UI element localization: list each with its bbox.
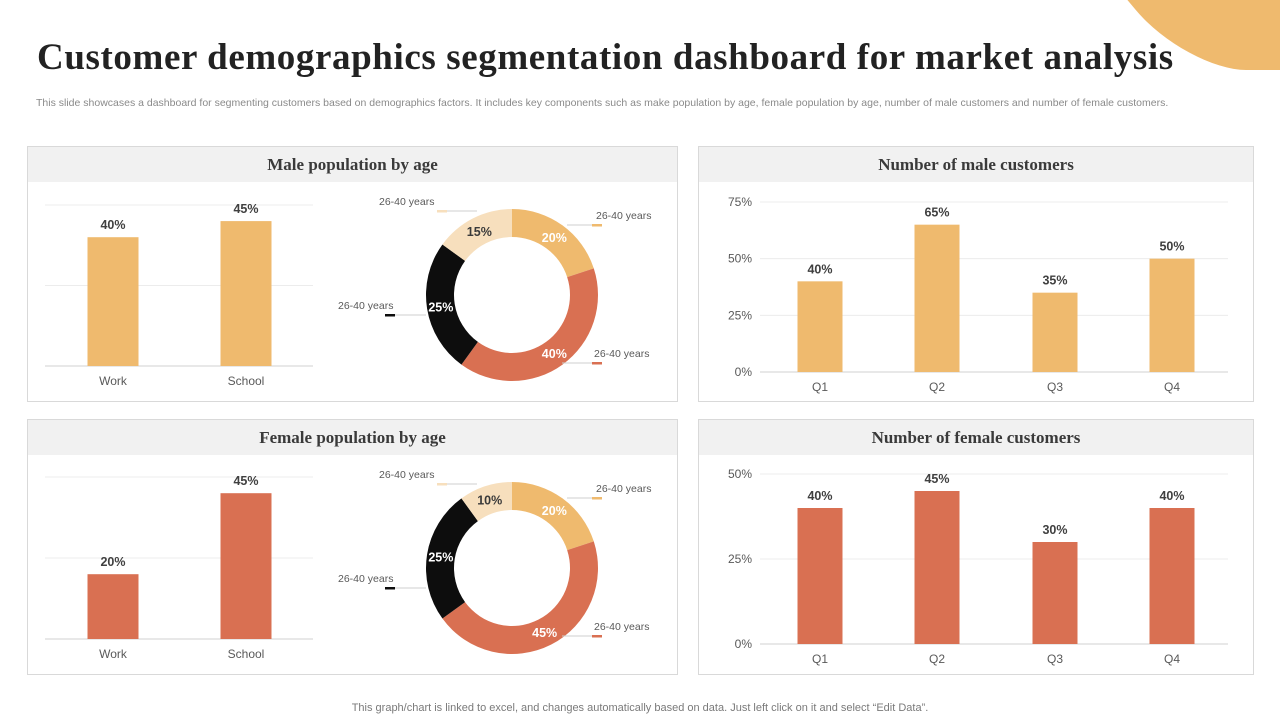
bar <box>1149 508 1195 644</box>
data-label: 20% <box>100 555 125 569</box>
y-tick-label: 50% <box>728 467 752 481</box>
data-label: 45% <box>233 202 258 216</box>
male-pop-bar: 40% Work 45% School <box>45 202 313 388</box>
slice-category-label: 26-40 years <box>596 210 651 222</box>
data-label: 35% <box>1042 274 1067 288</box>
legend-marker <box>592 224 602 227</box>
slice-value-label: 20% <box>542 504 567 518</box>
x-tick-label: Q4 <box>1164 380 1180 394</box>
legend-marker <box>592 362 602 365</box>
panel-title: Number of female customers <box>699 420 1253 455</box>
panel-title: Female population by age <box>28 420 677 455</box>
female-pop-bar: 20% Work 45% School <box>45 474 313 661</box>
legend-marker <box>385 587 395 590</box>
bar <box>220 221 272 366</box>
page-subtitle: This slide showcases a dashboard for seg… <box>36 97 1169 109</box>
slice-value-label: 10% <box>477 494 502 508</box>
data-label: 40% <box>1159 489 1184 503</box>
x-tick-label: School <box>228 647 265 661</box>
slice-value-label: 20% <box>542 231 567 245</box>
donut-slice <box>512 482 594 551</box>
slice-category-label: 26-40 years <box>596 483 651 495</box>
male-pop-donut: 20% 26-40 years 40% 26-40 years 25% 26-40 yea… <box>338 196 651 381</box>
donut-slice <box>512 209 594 278</box>
slice-category-label: 26-40 years <box>379 196 434 208</box>
data-label: 40% <box>807 489 832 503</box>
bar <box>797 281 843 372</box>
legend-marker <box>592 497 602 500</box>
data-label: 50% <box>1159 240 1184 254</box>
x-tick-label: Q1 <box>812 380 828 394</box>
legend-marker <box>385 314 395 317</box>
data-label: 30% <box>1042 523 1067 537</box>
donut-slice <box>442 209 512 261</box>
male-cust-bar: 0% 25% 50% 75% 40% Q1 65% Q2 35% Q3 50% Q4 <box>728 195 1228 394</box>
x-tick-label: School <box>228 374 265 388</box>
donut-slice <box>425 498 478 619</box>
bar <box>1032 292 1078 372</box>
bar <box>1032 542 1078 644</box>
y-tick-label: 50% <box>728 252 752 266</box>
bar <box>797 508 843 644</box>
donut-slice <box>442 541 598 654</box>
x-tick-label: Q3 <box>1047 652 1063 666</box>
y-tick-label: 0% <box>735 637 753 651</box>
bar <box>1149 258 1195 372</box>
x-tick-label: Q3 <box>1047 380 1063 394</box>
slice-value-label: 25% <box>428 300 453 314</box>
donut-slice <box>461 482 512 522</box>
data-label: 40% <box>807 262 832 276</box>
legend-marker <box>437 483 447 486</box>
slice-value-label: 45% <box>532 626 557 640</box>
bar <box>914 491 960 644</box>
y-tick-label: 0% <box>735 365 753 379</box>
legend-marker <box>437 210 447 213</box>
bar <box>220 493 272 639</box>
slice-value-label: 40% <box>542 347 567 361</box>
y-tick-label: 75% <box>728 195 752 209</box>
slice-value-label: 15% <box>467 225 492 239</box>
data-label: 40% <box>100 218 125 232</box>
legend-marker <box>592 635 602 638</box>
slice-value-label: 25% <box>428 551 453 565</box>
female-pop-donut: 20% 26-40 years 45% 26-40 years 25% 26-40 yea… <box>338 469 651 654</box>
footer-note: This graph/chart is linked to excel, and… <box>351 702 929 714</box>
y-tick-label: 25% <box>728 552 752 566</box>
slice-category-label: 26-40 years <box>338 573 393 585</box>
donut-slice <box>425 244 478 365</box>
slice-category-label: 26-40 years <box>379 469 434 481</box>
slice-category-label: 26-40 years <box>594 348 649 360</box>
bar <box>87 237 139 366</box>
y-tick-label: 25% <box>728 308 752 322</box>
x-tick-label: Q4 <box>1164 652 1180 666</box>
x-tick-label: Q1 <box>812 652 828 666</box>
page-title: Customer demographics segmentation dashb… <box>37 37 1174 78</box>
data-label: 65% <box>924 206 949 220</box>
data-label: 45% <box>924 472 949 486</box>
bar <box>87 574 139 639</box>
female-cust-bar: 0% 25% 50% 40% Q1 45% Q2 30% Q3 40% Q4 <box>728 467 1228 666</box>
bar <box>914 224 960 372</box>
x-tick-label: Work <box>99 374 128 388</box>
x-tick-label: Q2 <box>929 652 945 666</box>
panel-title: Male population by age <box>28 147 677 182</box>
x-tick-label: Q2 <box>929 380 945 394</box>
x-tick-label: Work <box>99 647 128 661</box>
panel-title: Number of male customers <box>699 147 1253 182</box>
slice-category-label: 26-40 years <box>594 621 649 633</box>
donut-slice <box>461 268 598 381</box>
data-label: 45% <box>233 474 258 488</box>
slice-category-label: 26-40 years <box>338 300 393 312</box>
